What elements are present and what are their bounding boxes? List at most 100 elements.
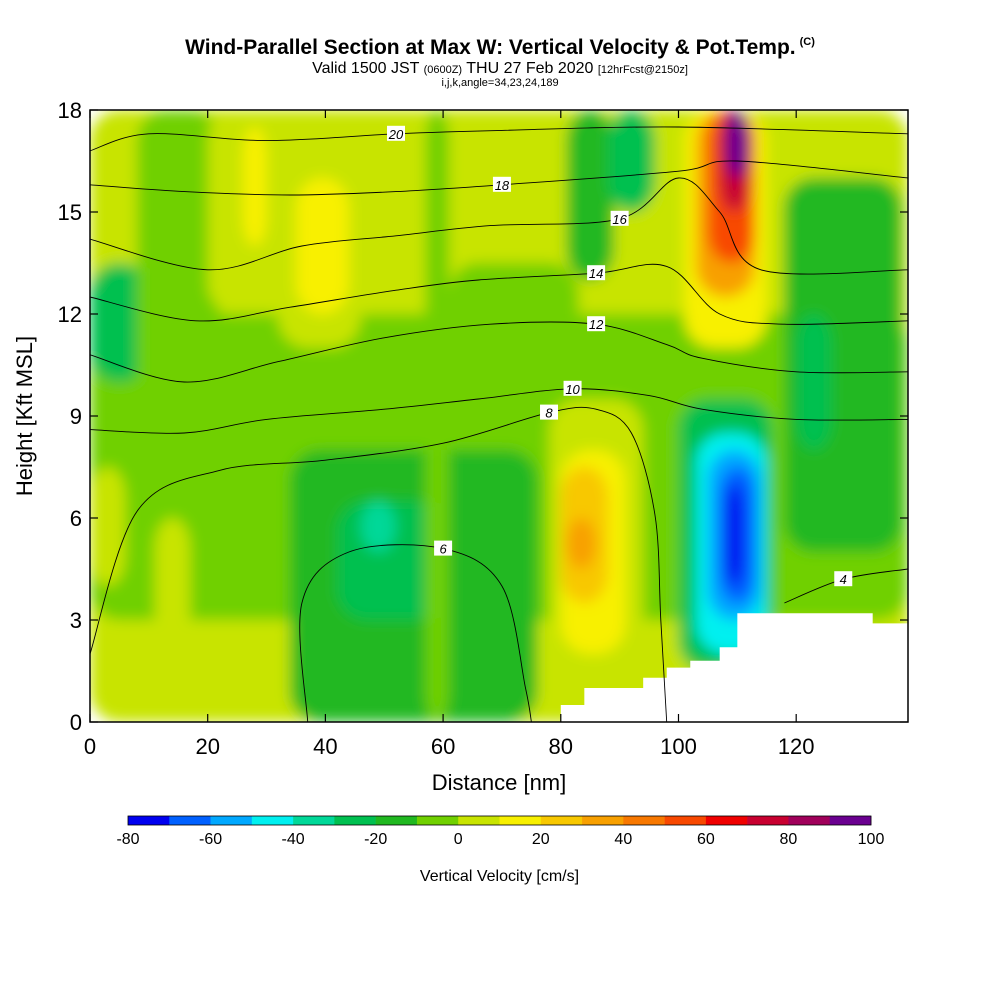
contour-label: 8 (545, 406, 553, 421)
velocity-cell (607, 110, 655, 212)
x-tick-label: 60 (431, 734, 455, 759)
colorbar-label: Vertical Velocity [cm/s] (420, 868, 579, 885)
theta-contour-12 (90, 321, 908, 383)
velocity-cell (425, 110, 449, 722)
terrain (531, 613, 908, 722)
colorbar-segment (747, 816, 789, 825)
velocity-cell (90, 263, 149, 382)
y-tick-label: 12 (58, 302, 82, 327)
vertical-velocity-field (90, 110, 908, 722)
colorbar-segment (416, 816, 459, 825)
subtitle-date: THU 27 Feb 2020 (462, 60, 598, 77)
contour-label: 20 (388, 127, 404, 142)
contour-label: 16 (612, 212, 627, 227)
y-tick-label: 9 (70, 404, 82, 429)
colorbar-tick-label: -20 (364, 831, 387, 848)
contour-label: 4 (840, 572, 847, 587)
colorbar-tick-label: 100 (858, 831, 885, 848)
contour-label-box (587, 265, 606, 281)
y-tick-label: 6 (70, 506, 82, 531)
x-tick-label: 20 (195, 734, 219, 759)
velocity-cell (243, 127, 267, 246)
title-text: Wind-Parallel Section at Max W: Vertical… (185, 36, 796, 59)
chart-subtitle-indices: i,j,k,angle=34,23,24,189 (441, 77, 559, 89)
contour-label-box (563, 380, 582, 396)
colorbar-segment (169, 816, 211, 825)
colorbar-tick-label: -80 (116, 831, 139, 848)
subtitle-utc: (0600Z) (423, 64, 463, 76)
colorbar-segment (788, 816, 831, 825)
colorbar-tick-label: 60 (697, 831, 715, 848)
velocity-cell (725, 110, 750, 178)
x-tick-label: 40 (313, 734, 337, 759)
x-tick-label: 80 (549, 734, 573, 759)
y-tick-label: 0 (70, 710, 82, 735)
colorbar-frame (127, 815, 872, 826)
colorbar-tick-label: 20 (532, 831, 550, 848)
y-tick-label: 15 (58, 200, 82, 225)
x-tick-label: 0 (84, 734, 96, 759)
contour-label: 18 (495, 178, 510, 193)
axes: 0 3 6 9 12 15 18 0 20 40 60 80 100 120 Distance [nm] He… (12, 98, 908, 795)
x-tick-label: 120 (778, 734, 815, 759)
colorbar-segment (499, 816, 542, 825)
chart-title: Wind-Parallel Section at Max W: Vertical… (0, 36, 1000, 60)
x-tick-label: 100 (660, 734, 697, 759)
colorbar-segment (664, 816, 707, 825)
contour-label: 14 (589, 266, 603, 281)
chart-subtitle: Valid 1500 JST (0600Z) THU 27 Feb 2020 [… (0, 60, 1000, 78)
colorbar-tick-label: -60 (199, 831, 222, 848)
velocity-cell (796, 314, 832, 450)
contour-label-box (834, 571, 853, 587)
colorbar-tick-label: 80 (780, 831, 798, 848)
contour-label: 10 (565, 382, 580, 397)
velocity-cell (566, 518, 597, 569)
theta-contour-20 (90, 126, 908, 152)
theta-contour-16 (90, 177, 908, 275)
colorbar-tick-label: -40 (282, 831, 305, 848)
colorbar-tick-label: 0 (454, 831, 463, 848)
colorbar-segment (458, 816, 500, 825)
x-axis-label: Distance [nm] (432, 770, 567, 795)
velocity-cell (295, 178, 349, 314)
colorbar-segment (705, 816, 748, 825)
contour-label-box (610, 210, 629, 226)
velocity-cell (90, 467, 126, 586)
colorbar-tick-label: 40 (614, 831, 632, 848)
velocity-cell (137, 110, 220, 416)
colorbar-segment (210, 816, 253, 825)
theta-contour-14 (90, 263, 908, 325)
contour-label: 12 (589, 317, 604, 332)
colorbar-segment (128, 816, 170, 825)
y-tick-label: 18 (58, 98, 82, 123)
colorbar-segment (582, 816, 624, 825)
contour-label-box (434, 540, 453, 556)
colorbar-segment (293, 816, 335, 825)
theta-contour-10 (90, 388, 908, 434)
subtitle-forecast: [12hrFcst@2150z] (597, 64, 688, 76)
velocity-cell (154, 518, 191, 722)
velocity-cell (566, 110, 614, 280)
colorbar-segment (334, 816, 376, 825)
colorbar-segment (623, 816, 665, 825)
y-axis-label: Height [Kft MSL] (12, 336, 37, 496)
y-tick-label: 3 (70, 608, 82, 633)
velocity-cell (725, 484, 744, 586)
colorbar-segment (375, 816, 418, 825)
contour-label-box (587, 316, 606, 332)
colorbar: -80 -60 -40 -20 0 20 40 60 80 100 Vertical Velocit… (116, 815, 885, 885)
velocity-cell (360, 501, 397, 552)
theta-contour-8 (90, 406, 668, 722)
contour-label-box (387, 125, 406, 141)
subtitle-valid-time: Valid 1500 JST (312, 60, 424, 77)
copyright-mark: (C) (799, 36, 815, 48)
colorbar-segment (540, 816, 583, 825)
contour-label-box (492, 176, 511, 192)
plot-area: 4 6 8 10 12 14 16 18 20 (90, 110, 908, 722)
colorbar-segment (251, 816, 294, 825)
colorbar-segment (829, 816, 872, 825)
terrain-mask (531, 613, 908, 722)
contour-label: 6 (439, 542, 447, 557)
contour-label-box (540, 404, 559, 420)
